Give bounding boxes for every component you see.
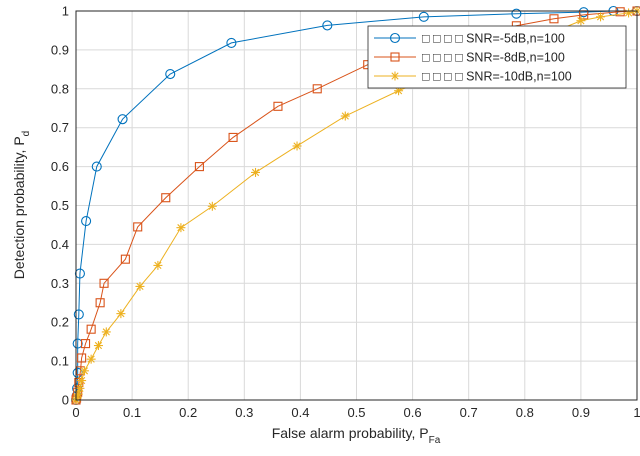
data-point (133, 222, 143, 232)
legend-entry: □ □ □ □ SNR=-5dB,n=100 (374, 32, 565, 46)
y-tick-label: 0.3 (51, 276, 69, 291)
series-3 (71, 6, 640, 405)
legend-entry: □ □ □ □ SNR=-10dB,n=100 (374, 70, 572, 84)
y-axis-label-subscript: d (21, 131, 32, 137)
data-point (80, 339, 91, 349)
x-tick-label: 0.6 (404, 405, 422, 420)
data-point (194, 162, 204, 172)
data-point (615, 7, 625, 17)
data-point (72, 338, 83, 349)
data-point (251, 167, 261, 177)
legend-marker (389, 32, 401, 44)
data-point (77, 376, 87, 386)
data-point (511, 8, 522, 19)
x-axis-label: False alarm probability, PFa (272, 425, 441, 446)
data-point (86, 324, 96, 334)
x-tick-label: 1 (633, 405, 640, 420)
y-tick-label: 0 (62, 393, 69, 408)
data-point (176, 223, 186, 233)
y-tick-label: 0.4 (51, 237, 69, 252)
data-point (79, 366, 89, 376)
data-point (95, 298, 105, 308)
data-point (73, 389, 83, 399)
legend-label: □ □ □ □ SNR=-10dB,n=100 (422, 70, 572, 84)
data-point (576, 16, 586, 26)
data-point (292, 141, 302, 151)
legend-label: □ □ □ □ SNR=-5dB,n=100 (422, 32, 565, 46)
data-point (165, 68, 176, 80)
x-tick-label: 0.4 (291, 405, 309, 420)
data-point (153, 260, 163, 270)
x-tick-labels: 0 0.1 0.2 0.3 0.4 0.5 0.6 0.7 0.8 0.9 1 (72, 405, 640, 420)
data-point (228, 132, 238, 142)
data-point (207, 201, 217, 211)
x-tick-label: 0.5 (347, 405, 365, 420)
x-tick-label: 0.2 (179, 405, 197, 420)
y-tick-label: 0.6 (51, 159, 69, 174)
x-tick-label: 0.8 (516, 405, 534, 420)
legend-entry: □ □ □ □ SNR=-8dB,n=100 (374, 51, 565, 65)
legend-marker (390, 52, 400, 62)
legend-label: □ □ □ □ SNR=-8dB,n=100 (422, 51, 565, 65)
data-point (74, 268, 85, 279)
x-tick-label: 0 (72, 405, 79, 420)
data-point (135, 281, 145, 291)
data-point (73, 309, 84, 320)
data-point (93, 341, 103, 351)
legend-marker (390, 71, 400, 81)
y-tick-label: 0.8 (51, 81, 69, 96)
x-tick-label: 0.7 (460, 405, 478, 420)
data-point (549, 14, 559, 24)
plot-frame (75, 10, 638, 401)
legend: □ □ □ □ SNR=-5dB,n=100 □ □ □ □ SNR=-8dB,n… (367, 25, 627, 89)
data-point (226, 37, 237, 48)
x-tick-label: 0.9 (572, 405, 590, 420)
y-tick-label: 0.2 (51, 315, 69, 330)
x-axis-label-subscript: Fa (429, 435, 441, 446)
data-point (116, 309, 126, 319)
data-point (81, 216, 92, 227)
y-tick-labels: 0 0.1 0.2 0.3 0.4 0.5 0.6 0.7 0.8 0.9 1 (51, 4, 69, 408)
y-tick-label: 1 (62, 4, 69, 19)
data-point (99, 278, 109, 288)
data-point (86, 354, 96, 364)
data-point (312, 84, 322, 94)
data-point (322, 20, 333, 31)
data-point (75, 383, 85, 393)
data-point (596, 12, 606, 22)
data-point (624, 8, 634, 18)
data-point (340, 111, 350, 121)
y-axis-label: Detection probability, Pd (11, 131, 32, 280)
data-point (117, 114, 128, 125)
y-tick-label: 0.7 (51, 120, 69, 135)
data-point (161, 193, 171, 203)
data-point (77, 353, 87, 363)
y-tick-label: 0.1 (51, 354, 69, 369)
data-point (91, 161, 102, 172)
x-tick-label: 0.1 (123, 405, 141, 420)
data-point (120, 254, 130, 264)
y-tick-label: 0.5 (51, 198, 69, 213)
data-point (418, 11, 429, 22)
y-tick-label: 0.9 (51, 42, 69, 57)
data-point (101, 327, 111, 337)
data-point (273, 101, 283, 111)
x-tick-label: 0.3 (235, 405, 253, 420)
